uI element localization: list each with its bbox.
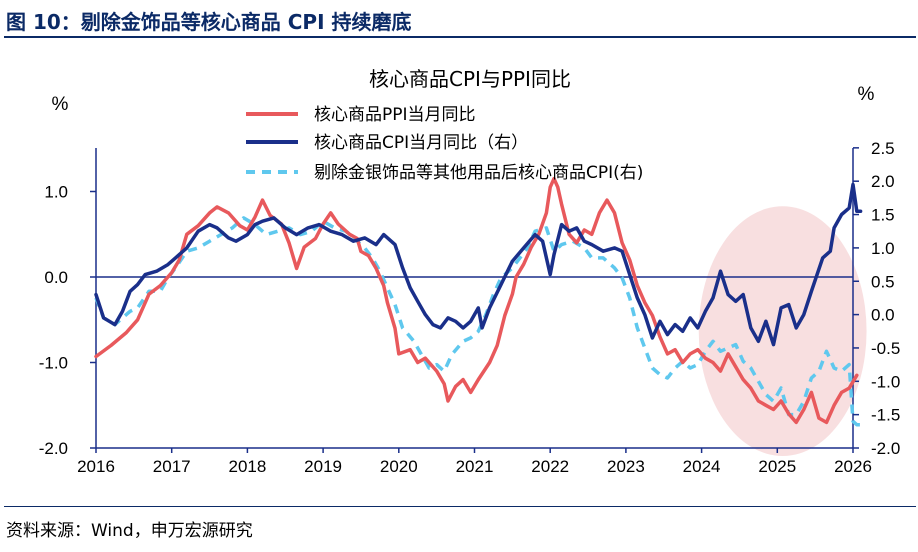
right-tick-label: -2.0 bbox=[871, 439, 900, 458]
right-tick-label: 1.5 bbox=[871, 206, 895, 225]
x-tick-label: 2019 bbox=[304, 457, 342, 476]
left-tick-label: -1.0 bbox=[39, 354, 68, 373]
right-tick-label: 0.5 bbox=[871, 272, 895, 291]
x-tick-label: 2025 bbox=[758, 457, 796, 476]
x-tick-label: 2022 bbox=[531, 457, 569, 476]
left-axis-unit: % bbox=[52, 94, 69, 115]
right-axis-unit: % bbox=[858, 84, 875, 105]
x-tick-label: 2016 bbox=[77, 457, 115, 476]
x-tick-label: 2023 bbox=[607, 457, 645, 476]
x-tick-label: 2020 bbox=[380, 457, 418, 476]
right-tick-label: 2.0 bbox=[871, 172, 895, 191]
right-tick-label: 2.5 bbox=[871, 139, 895, 158]
x-tick-label: 2021 bbox=[456, 457, 494, 476]
right-tick-label: -0.5 bbox=[871, 339, 900, 358]
right-tick-label: -1.0 bbox=[871, 372, 900, 391]
right-tick-label: -1.5 bbox=[871, 406, 900, 425]
right-tick-label: 1.0 bbox=[871, 239, 895, 258]
right-tick-label: 0.0 bbox=[871, 306, 895, 325]
highlight-region bbox=[698, 206, 867, 456]
line-chart: 1.0 0.0 -1.0 -2.0 2.5 2.0 1.5 1.0 0.5 0.0 -0.5 -1.0… bbox=[39, 67, 901, 476]
x-tick-label: 2024 bbox=[683, 457, 721, 476]
x-tick-label: 2017 bbox=[153, 457, 191, 476]
series-line-3 bbox=[94, 216, 861, 427]
legend-label-3: 剔除金银饰品等其他用品后核心商品CPI(右) bbox=[314, 163, 643, 183]
x-tick-label: 2018 bbox=[228, 457, 266, 476]
source-note: 资料来源：Wind，申万宏源研究 bbox=[6, 521, 253, 541]
x-tick-label: 2026 bbox=[834, 457, 872, 476]
left-tick-label: 0.0 bbox=[44, 268, 68, 287]
left-tick-label: 1.0 bbox=[44, 183, 68, 202]
legend-label-1: 核心商品PPI当月同比 bbox=[314, 105, 476, 125]
figure-title: 图 10：剔除金饰品等核心商品 CPI 持续磨底 bbox=[6, 10, 412, 34]
series-line-2 bbox=[94, 182, 863, 347]
title-rule bbox=[4, 36, 916, 38]
left-tick-label: -2.0 bbox=[39, 439, 68, 458]
chart-title: 核心商品CPI与PPI同比 bbox=[369, 67, 571, 91]
legend-label-2: 核心商品CPI当月同比（右） bbox=[314, 133, 528, 153]
series-line-1 bbox=[94, 176, 859, 425]
source-rule bbox=[4, 506, 916, 507]
